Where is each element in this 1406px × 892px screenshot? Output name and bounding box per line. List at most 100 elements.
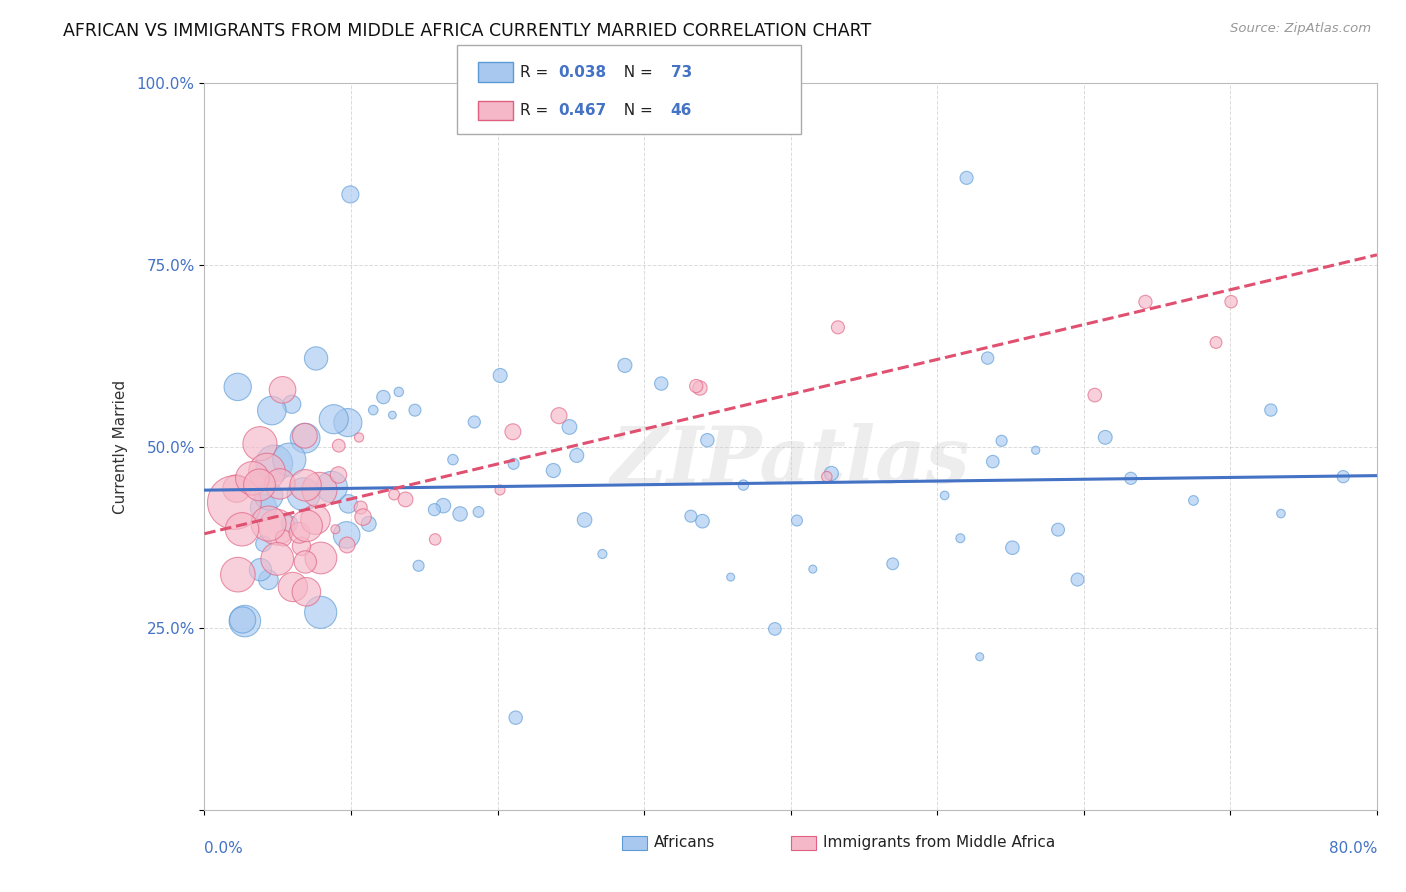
Point: [388, 384, 411, 399]
Point: [249, 563, 271, 577]
Point: [815, 469, 838, 483]
Point: [252, 537, 274, 551]
Point: [502, 425, 524, 439]
Point: [269, 476, 291, 491]
Point: [336, 538, 359, 552]
Point: [1220, 294, 1243, 309]
Point: [591, 547, 613, 561]
Text: 0.0%: 0.0%: [204, 841, 243, 856]
Point: [257, 573, 280, 587]
Point: [233, 614, 256, 628]
Point: [321, 480, 343, 494]
Point: [266, 520, 288, 534]
Point: [294, 429, 316, 443]
Point: [1135, 294, 1157, 309]
Text: ZIPatlas: ZIPatlas: [612, 423, 970, 500]
Text: 80.0%: 80.0%: [1329, 841, 1376, 856]
Point: [548, 409, 571, 423]
Point: [328, 467, 350, 482]
Point: [505, 711, 527, 725]
Point: [309, 551, 332, 566]
Point: [679, 509, 702, 524]
Point: [226, 567, 249, 582]
Point: [696, 434, 718, 448]
Point: [309, 605, 332, 619]
Point: [232, 613, 254, 627]
Point: [1047, 523, 1070, 537]
Point: [260, 403, 283, 417]
Point: [295, 518, 318, 533]
Point: [231, 522, 253, 536]
Point: [336, 416, 359, 430]
Text: 73: 73: [671, 65, 692, 79]
Point: [1260, 403, 1282, 417]
Point: [969, 649, 991, 664]
Point: [801, 562, 824, 576]
Point: [1119, 471, 1142, 485]
Text: R =: R =: [520, 103, 554, 118]
Text: 0.467: 0.467: [558, 103, 606, 118]
Point: [225, 482, 247, 496]
Point: [432, 499, 454, 513]
Point: [1270, 507, 1292, 521]
Point: [650, 376, 672, 391]
Point: [357, 516, 380, 531]
Point: [558, 420, 581, 434]
Point: [685, 379, 707, 393]
Point: [281, 397, 304, 411]
Point: [294, 478, 316, 492]
Point: [990, 434, 1012, 448]
Point: [489, 368, 512, 383]
Point: [288, 525, 311, 540]
Point: [408, 558, 430, 573]
Point: [733, 478, 755, 492]
Point: [322, 412, 344, 426]
Point: [934, 488, 956, 502]
Point: [266, 552, 288, 566]
Point: [827, 320, 849, 334]
Point: [1205, 335, 1227, 350]
Point: [350, 500, 373, 515]
Point: [404, 403, 426, 417]
Text: Source: ZipAtlas.com: Source: ZipAtlas.com: [1230, 22, 1371, 36]
Text: Immigrants from Middle Africa: Immigrants from Middle Africa: [823, 835, 1056, 850]
Text: 46: 46: [671, 103, 692, 118]
Point: [574, 513, 596, 527]
Point: [1084, 388, 1107, 402]
Point: [1025, 443, 1047, 458]
Point: [565, 449, 588, 463]
Point: [882, 557, 904, 571]
Point: [337, 497, 360, 511]
Point: [689, 381, 711, 395]
Point: [249, 478, 271, 492]
Point: [226, 380, 249, 394]
Point: [224, 495, 246, 509]
Point: [308, 483, 330, 497]
Point: [271, 383, 294, 397]
Text: N =: N =: [614, 65, 658, 79]
Point: [373, 390, 395, 404]
Point: [949, 531, 972, 545]
Text: 0.038: 0.038: [558, 65, 606, 79]
Point: [336, 528, 359, 542]
Point: [820, 467, 842, 481]
Point: [328, 439, 350, 453]
Point: [1094, 430, 1116, 444]
Point: [613, 359, 636, 373]
Point: [290, 539, 312, 553]
Point: [257, 516, 280, 531]
Point: [423, 533, 446, 547]
Point: [449, 507, 471, 521]
Point: [281, 580, 304, 594]
Point: [786, 514, 808, 528]
Point: [294, 431, 316, 445]
Point: [295, 584, 318, 599]
Point: [382, 487, 405, 501]
Point: [278, 516, 301, 531]
Text: AFRICAN VS IMMIGRANTS FROM MIDDLE AFRICA CURRENTLY MARRIED CORRELATION CHART: AFRICAN VS IMMIGRANTS FROM MIDDLE AFRICA…: [63, 22, 872, 40]
Point: [339, 187, 361, 202]
Point: [273, 531, 295, 545]
Point: [463, 415, 485, 429]
Y-axis label: Currently Married: Currently Married: [114, 379, 128, 514]
Point: [294, 555, 316, 569]
